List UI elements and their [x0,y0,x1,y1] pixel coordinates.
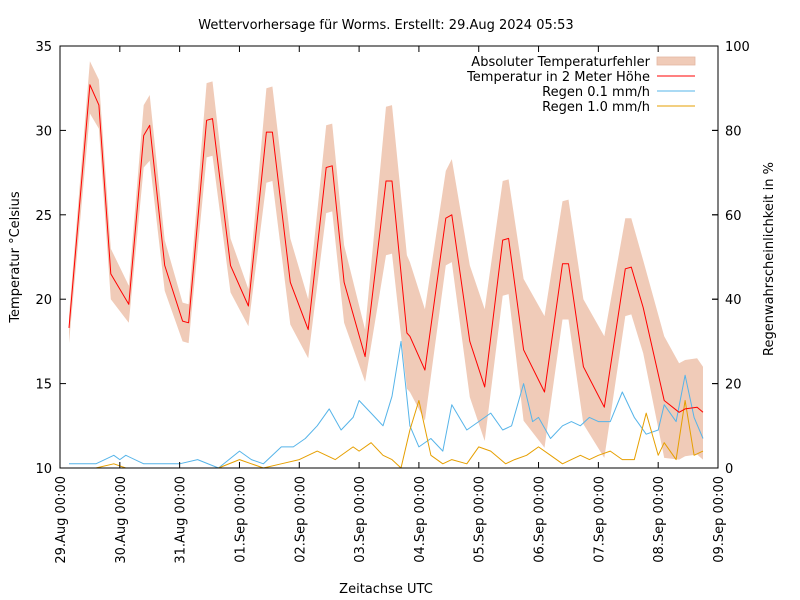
x-tick-label: 06.Sep 00:00 [533,476,548,563]
y2-tick-label: 0 [725,462,733,477]
x-tick-label: 01.Sep 00:00 [234,476,249,563]
temperature-series-line [68,84,704,413]
x-tick-label: 29.Aug 00:00 [54,476,69,564]
legend-label-temperature: Temperatur in 2 Meter Höhe [466,70,650,85]
rain01-series-line [69,340,704,469]
x-tick-label: 04.Sep 00:00 [413,476,428,563]
y-tick-label: 20 [35,293,52,308]
y-tick-label: 35 [35,40,52,55]
x-tick-label: 07.Sep 00:00 [592,476,607,563]
x-tick-label: 09.Sep 00:00 [712,476,727,563]
plot-frame [59,45,719,469]
x-tick-label: 30.Aug 00:00 [114,476,129,564]
y2-tick-label: 40 [725,293,742,308]
legend-label-error: Absoluter Temperaturfehler [471,55,650,70]
y2-tick-label: 80 [725,124,742,139]
legend-swatch-error [656,56,696,66]
x-tick-label: 02.Sep 00:00 [293,476,308,563]
error-band-area [69,61,703,460]
x-tick-label: 31.Aug 00:00 [174,476,189,564]
y-tick-label: 15 [35,378,52,393]
y2-tick-label: 60 [725,209,742,224]
legend: Absoluter Temperaturfehler Temperatur in… [466,55,696,115]
y2-axis-title: Regenwahrscheinlichkeit in % [762,162,777,356]
tick-layer: 10 15 20 25 30 35 0 20 40 60 80 100 29.Aug 00:00 30.A… [35,40,749,564]
x-tick-label: 03.Sep 00:00 [353,476,368,563]
y-tick-label: 10 [35,462,52,477]
y-tick-label: 30 [35,124,52,139]
y-axis-title: Temperatur °Celsius [8,191,23,324]
error-band-layer [69,61,703,460]
series-layer [68,84,704,469]
legend-label-rain01: Regen 0.1 mm/h [542,85,650,100]
rain10-series-line [69,400,704,469]
legend-label-rain10: Regen 1.0 mm/h [542,100,650,115]
y2-tick-label: 100 [725,40,750,55]
x-tick-label: 05.Sep 00:00 [473,476,488,563]
chart-title: Wettervorhersage für Worms. Erstellt: 29… [198,18,573,33]
y2-tick-label: 20 [725,378,742,393]
y-tick-label: 25 [35,209,52,224]
x-tick-label: 08.Sep 00:00 [652,476,667,563]
x-axis-title: Zeitachse UTC [339,582,433,597]
